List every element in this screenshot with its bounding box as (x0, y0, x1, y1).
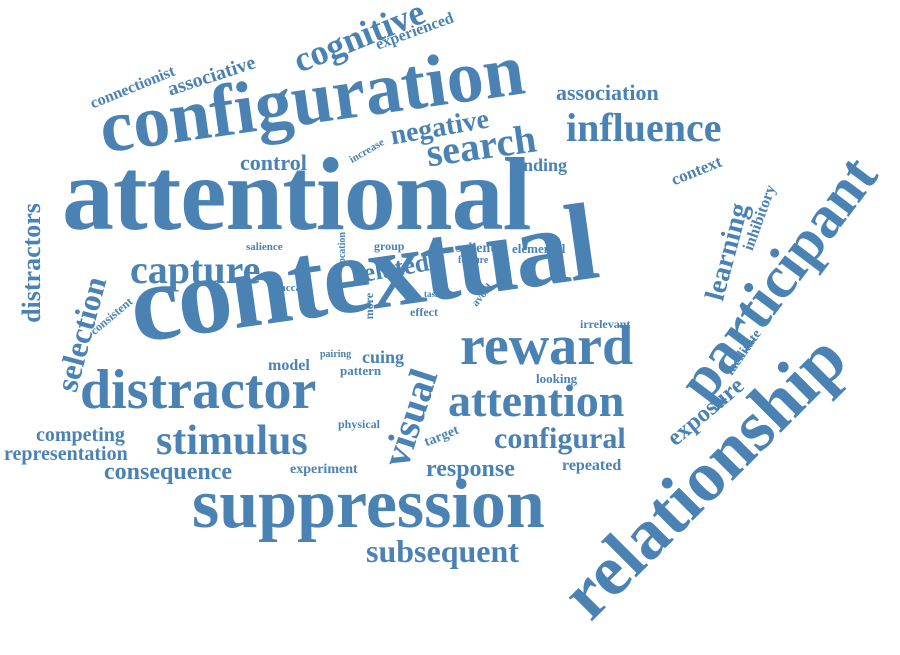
word-influence: influence (566, 105, 722, 150)
word-looking: looking (536, 371, 578, 386)
word-representation: representation (4, 443, 128, 465)
word-reward: reward (460, 315, 634, 377)
word-elemental: elemental (512, 241, 566, 256)
word-distractor: distractor (80, 359, 317, 421)
word-consequence: consequence (104, 459, 232, 485)
word-attention: attention (448, 375, 625, 426)
word-finding: finding (512, 155, 568, 175)
word-salience: salience (246, 241, 283, 253)
word-effect: effect (410, 305, 438, 319)
word-context: context (668, 151, 725, 190)
word-configural: configural (494, 422, 626, 455)
word-attentional: attentional (62, 137, 532, 252)
word-pairing: pairing (320, 349, 352, 360)
word-more: more (362, 292, 377, 320)
word-competing: competing (36, 424, 125, 446)
word-suppression: suppression (192, 466, 545, 543)
word-location: location (336, 232, 348, 266)
word-experiment: experiment (290, 462, 358, 477)
word-distractors: distractors (16, 203, 46, 323)
word-repeated: repeated (562, 457, 622, 474)
word-cuing: cuing (362, 347, 405, 367)
word-subsequent: subsequent (366, 533, 519, 569)
word-feature: feature (458, 255, 489, 266)
word-capture: capture (130, 247, 261, 292)
word-physical: physical (338, 417, 381, 431)
word-pattern: pattern (340, 363, 382, 378)
word-irrelevant: irrelevant (580, 317, 631, 331)
word-group: group (374, 239, 405, 253)
word-model: model (268, 357, 310, 374)
word-association: association (556, 80, 659, 105)
word-stimulus: stimulus (156, 418, 308, 464)
word-saccade: saccade (276, 282, 313, 294)
word-task: task (424, 289, 441, 299)
word-response: response (426, 456, 515, 482)
word-salient: salient (456, 241, 495, 256)
word-control: control (240, 150, 307, 175)
